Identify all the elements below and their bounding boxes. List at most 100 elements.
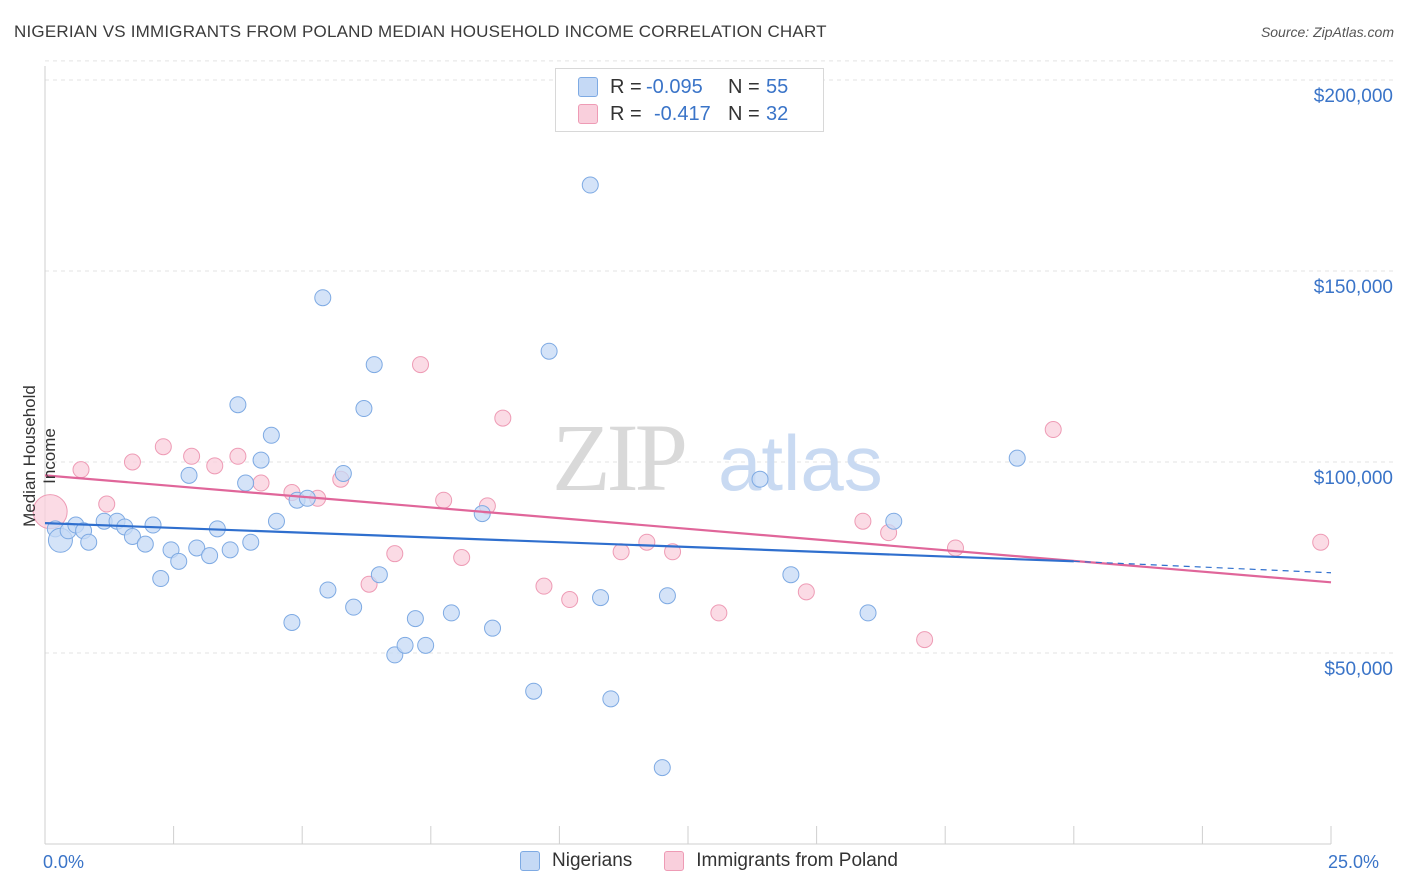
- y-axis-label: Median Household Income: [20, 385, 59, 527]
- point-immigrants-from-poland: [123, 453, 141, 471]
- point-nigerians: [602, 690, 620, 708]
- point-immigrants-from-poland: [535, 577, 553, 595]
- point-immigrants-from-poland: [946, 539, 964, 557]
- point-immigrants-from-poland: [229, 447, 247, 465]
- x-tick-label: 0.0%: [43, 852, 85, 872]
- legend-label: Immigrants from Poland: [696, 850, 898, 871]
- point-nigerians: [319, 581, 337, 599]
- point-nigerians: [242, 533, 260, 551]
- y-tick-label: $200,000: [1313, 86, 1393, 107]
- point-immigrants-from-poland: [453, 549, 471, 566]
- y-tick-label: $150,000: [1313, 277, 1393, 298]
- r-value: -0.417: [654, 102, 711, 125]
- stats-legend: R = -0.095 N = 55 R = -0.417 N = 32: [555, 68, 824, 132]
- r-label: R =: [610, 75, 642, 98]
- pink-swatch: [578, 104, 598, 124]
- point-nigerians: [442, 604, 460, 622]
- point-immigrants-from-poland: [612, 543, 630, 561]
- point-nigerians: [170, 552, 188, 570]
- point-nigerians: [314, 289, 332, 307]
- point-nigerians: [262, 426, 280, 444]
- point-nigerians: [345, 598, 363, 616]
- point-immigrants-from-poland: [98, 495, 116, 513]
- point-nigerians: [201, 547, 219, 565]
- watermark-atlas: atlas: [718, 419, 883, 507]
- r-label: R =: [610, 102, 642, 125]
- watermark-zip: ZIP: [552, 404, 685, 511]
- point-nigerians: [355, 400, 373, 418]
- legend-row-nigerians: R = -0.095 N = 55: [578, 74, 788, 100]
- point-nigerians: [473, 505, 491, 523]
- point-immigrants-from-poland: [797, 583, 815, 601]
- pink-swatch: [664, 851, 685, 871]
- point-immigrants-from-poland: [154, 438, 172, 456]
- point-immigrants-from-poland: [386, 545, 404, 563]
- point-immigrants-from-poland: [183, 447, 201, 465]
- gridlines: [45, 60, 1396, 654]
- point-immigrants-from-poland: [1044, 421, 1062, 439]
- trend-line-immigrants-from-poland: [44, 474, 1332, 584]
- r-value: -0.095: [646, 75, 703, 98]
- point-nigerians: [136, 535, 154, 553]
- point-immigrants-from-poland: [916, 631, 934, 649]
- point-nigerians: [525, 682, 543, 700]
- legend-label: Nigerians: [552, 850, 633, 871]
- blue-swatch: [520, 851, 540, 871]
- point-immigrants-from-poland: [412, 356, 430, 374]
- point-nigerians: [188, 539, 206, 557]
- y-tick-label: $100,000: [1313, 468, 1393, 489]
- point-nigerians: [229, 396, 247, 414]
- legend-row-poland: R = -0.417 N = 32: [578, 101, 788, 127]
- point-nigerians: [653, 759, 671, 777]
- point-nigerians: [80, 533, 98, 551]
- point-nigerians: [370, 566, 388, 584]
- point-nigerians: [406, 610, 424, 628]
- point-immigrants-from-poland: [1312, 533, 1330, 551]
- point-immigrants-from-poland: [494, 409, 512, 427]
- point-immigrants-from-poland: [435, 491, 453, 509]
- point-nigerians: [237, 474, 255, 492]
- point-nigerians: [221, 541, 239, 559]
- trend-line-nigerians: [44, 522, 1074, 563]
- trend-extension-nigerians: [1073, 560, 1332, 574]
- n-label: N =: [728, 75, 760, 98]
- point-nigerians: [658, 587, 676, 605]
- point-nigerians: [782, 566, 800, 584]
- point-nigerians: [581, 176, 599, 194]
- point-nigerians: [859, 604, 877, 622]
- point-nigerians: [334, 464, 352, 482]
- axes: [44, 66, 1332, 845]
- point-nigerians: [152, 570, 170, 588]
- series-legend: Nigerians Immigrants from Poland: [520, 850, 930, 872]
- point-immigrants-from-poland: [638, 533, 656, 551]
- point-immigrants-from-poland: [252, 474, 270, 492]
- point-nigerians: [283, 613, 301, 631]
- point-immigrants-from-poland: [710, 604, 728, 622]
- point-nigerians: [751, 470, 769, 488]
- point-nigerians: [885, 512, 903, 530]
- point-nigerians: [123, 527, 141, 545]
- point-immigrants-from-poland: [206, 457, 224, 475]
- source-label: Source: ZipAtlas.com: [1260, 24, 1394, 40]
- point-nigerians: [592, 589, 610, 607]
- n-value: 55: [766, 75, 789, 98]
- point-nigerians: [1008, 449, 1026, 467]
- point-nigerians: [267, 512, 285, 530]
- point-nigerians: [144, 516, 162, 534]
- point-nigerians: [396, 636, 414, 654]
- point-nigerians: [484, 619, 502, 637]
- point-nigerians: [417, 636, 435, 654]
- point-nigerians: [252, 451, 270, 469]
- x-tick-label: 25.0%: [1328, 852, 1380, 872]
- series-immigrants-from-poland: [32, 356, 1330, 649]
- point-nigerians: [180, 466, 198, 484]
- n-label: N =: [728, 102, 760, 125]
- legend-item-poland: Immigrants from Poland: [664, 850, 898, 872]
- point-immigrants-from-poland: [72, 461, 90, 479]
- legend-item-nigerians: Nigerians: [520, 850, 632, 872]
- point-nigerians: [540, 342, 558, 360]
- y-tick-label: $50,000: [1324, 659, 1393, 680]
- point-nigerians: [365, 356, 383, 374]
- trend-lines: [44, 474, 1332, 584]
